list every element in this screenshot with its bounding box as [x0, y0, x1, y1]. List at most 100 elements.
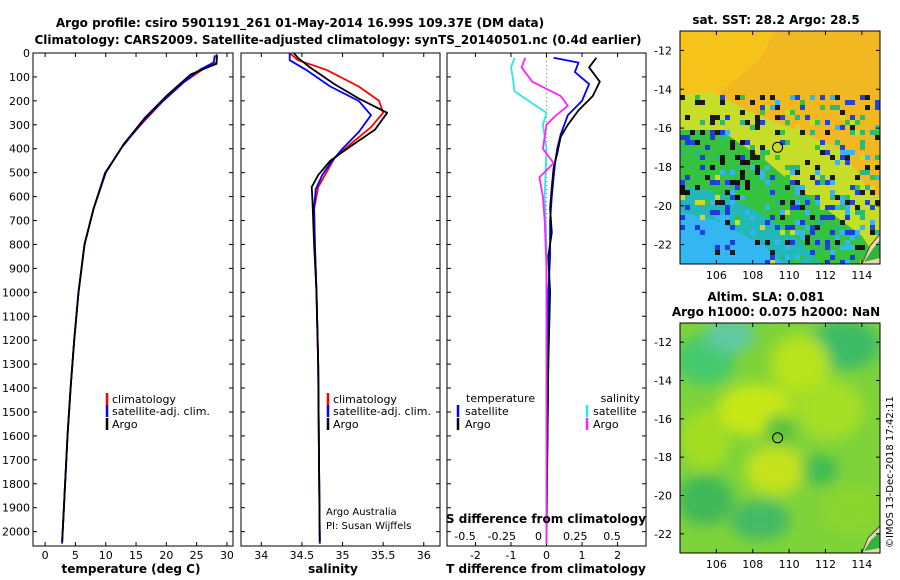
sla-map-frame [679, 322, 881, 554]
map-x-tick-label: 112 [815, 269, 836, 282]
sst-pixel [780, 215, 785, 220]
sst-pixel [800, 185, 805, 190]
sst-pixel [770, 105, 775, 110]
sst-pixel [820, 215, 825, 220]
sst-pixel [870, 190, 875, 195]
sst-pixel [730, 185, 735, 190]
sst-pixel [730, 225, 735, 230]
sst-pixel [795, 255, 800, 260]
sst-pixel [795, 260, 800, 264]
sst-pixel [845, 200, 850, 205]
sst-pixel [845, 260, 850, 264]
sst-pixel [835, 225, 840, 230]
sla-argo-position-marker [772, 432, 784, 444]
sst-pixel [835, 140, 840, 145]
sst-pixel [720, 155, 725, 160]
map-y-tick-label: -22 [654, 528, 672, 541]
sst-pixel [710, 200, 715, 205]
sst-pixel [845, 150, 850, 155]
depth-tick-label: 300 [9, 119, 30, 132]
sst-pixel [830, 205, 835, 210]
sst-pixel [765, 105, 770, 110]
sst-pixel [805, 160, 810, 165]
sst-pixel [740, 175, 745, 180]
x-tick-label: 0 [543, 549, 550, 562]
sst-pixel [835, 205, 840, 210]
sst-pixel [835, 235, 840, 240]
sst-pixel [800, 105, 805, 110]
sst-pixel [695, 95, 700, 100]
sst-pixel [850, 115, 855, 120]
salinity-legend: climatology satellite-adj. clim. Argo [326, 393, 431, 431]
map-y-tick-label: -20 [654, 490, 672, 503]
sst-pixel [790, 225, 795, 230]
sst-pixel [745, 185, 750, 190]
x-tick-label: 25 [190, 549, 204, 562]
sst-pixel [770, 175, 775, 180]
sst-pixel [715, 130, 720, 135]
map-x-tick-label: 108 [742, 269, 763, 282]
sst-pixel [800, 255, 805, 260]
sst-pixel [725, 250, 730, 255]
sst-pixel [870, 205, 875, 210]
sst-pixel [865, 200, 870, 205]
sst-pixel [875, 175, 880, 180]
sst-pixel [855, 130, 860, 135]
sst-pixel [785, 240, 790, 245]
sst-pixel [845, 120, 850, 125]
sst-pixel [815, 140, 820, 145]
sst-pixel [875, 165, 880, 170]
sst-pixel [750, 215, 755, 220]
legend-label-satellite: satellite-adj. clim. [112, 405, 210, 418]
sst-pixel [760, 120, 765, 125]
map-y-tick-label: -16 [654, 413, 672, 426]
sst-pixel [740, 115, 745, 120]
sst-pixel [825, 260, 830, 264]
sla-land-vegetation [864, 532, 880, 551]
sst-pixel [725, 115, 730, 120]
x-tick-label: 35 [336, 549, 350, 562]
sst-pixel [820, 220, 825, 225]
sst-pixel [795, 205, 800, 210]
depth-tick-label: 600 [9, 191, 30, 204]
sst-pixel [685, 125, 690, 130]
sst-pixel [875, 230, 880, 235]
series-line-magenta [520, 57, 569, 544]
legend-title-temperature: temperature [466, 392, 535, 405]
sst-pixel [850, 230, 855, 235]
sst-pixel [875, 135, 880, 140]
sst-pixel [795, 180, 800, 185]
sst-pixel [835, 105, 840, 110]
sst-pixel [700, 200, 705, 205]
sst-pixel [830, 230, 835, 235]
depth-tick-label: 700 [9, 215, 30, 228]
sst-pixel [685, 115, 690, 120]
sst-pixel [740, 155, 745, 160]
sst-pixel [780, 230, 785, 235]
sst-pixel [735, 155, 740, 160]
sst-pixel [860, 170, 865, 175]
sst-pixel [785, 110, 790, 115]
sst-pixel [860, 215, 865, 220]
sst-pixel [830, 95, 835, 100]
sst-pixel [855, 190, 860, 195]
sst-pixel [785, 245, 790, 250]
sst-pixel [715, 215, 720, 220]
sst-pixel [790, 230, 795, 235]
sst-pixel [730, 140, 735, 145]
sst-pixel [870, 230, 875, 235]
sst-pixel [725, 160, 730, 165]
map-y-tick-label: -18 [654, 451, 672, 464]
map-x-tick-label: 112 [815, 558, 836, 571]
sst-pixel [835, 240, 840, 245]
x-tick-label: 20 [159, 549, 173, 562]
sst-pixel [730, 195, 735, 200]
sst-pixel [825, 245, 830, 250]
sst-pixel [815, 200, 820, 205]
sst-pixel [830, 175, 835, 180]
sst-pixel [860, 155, 865, 160]
sst-pixel [830, 145, 835, 150]
depth-tick-label: 900 [9, 262, 30, 275]
sst-pixel [730, 170, 735, 175]
